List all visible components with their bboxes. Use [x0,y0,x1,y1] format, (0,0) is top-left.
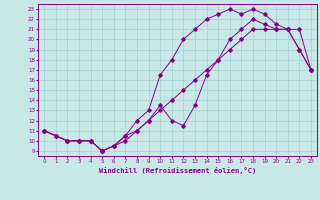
X-axis label: Windchill (Refroidissement éolien,°C): Windchill (Refroidissement éolien,°C) [99,167,256,174]
